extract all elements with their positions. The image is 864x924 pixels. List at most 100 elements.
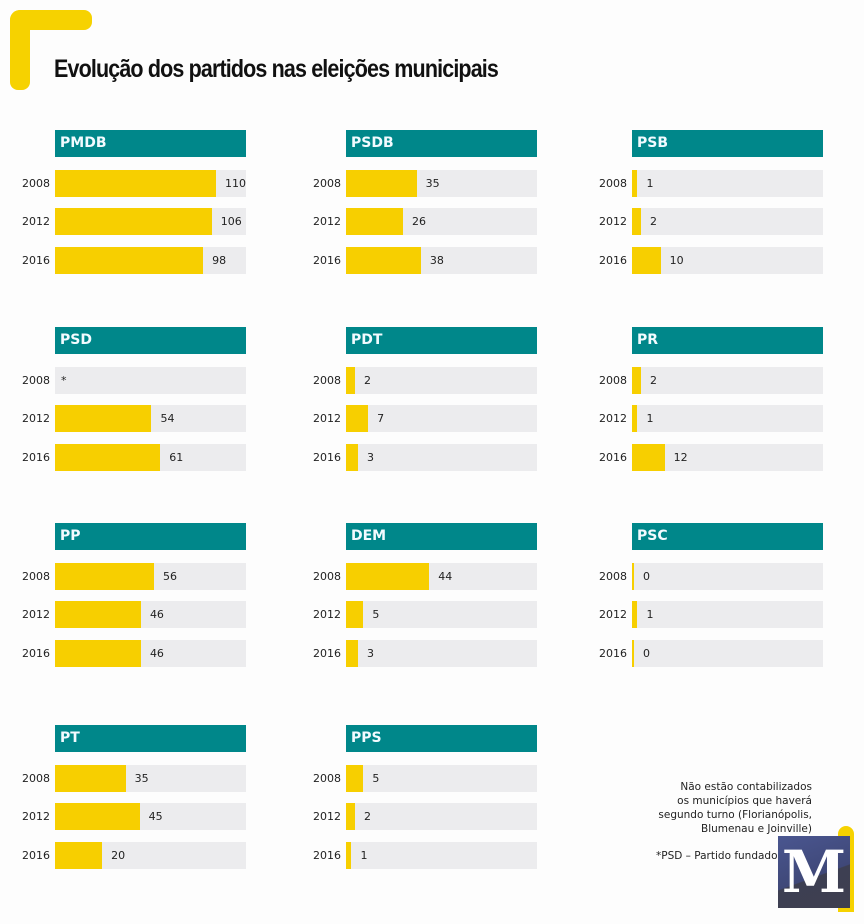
bar-row: 2016 0 [599,640,823,667]
bar-row: 2016 3 [313,444,537,471]
note-line: os municípios que haverá [677,795,812,807]
bar-track: 54 [55,405,246,432]
bar-row: 2012 2 [599,208,823,235]
bar-track: 2 [632,367,823,394]
bar [55,803,140,830]
year-label: 2008 [22,177,50,190]
year-label: 2008 [22,570,50,583]
value-label: 3 [367,451,375,464]
bar [632,444,665,471]
year-label: 2016 [22,849,50,862]
bar-track: 0 [632,563,823,590]
year-label: 2016 [22,451,50,464]
value-label: 12 [673,451,688,464]
bar-row: 2012 46 [22,601,246,628]
bar-row: 2008 35 [22,765,246,792]
value-label: 46 [149,647,164,660]
bar-row: 2008 5 [313,765,537,792]
publisher-logo: M [778,826,860,924]
bar-row: 2008 * [22,367,246,394]
bar [346,170,417,197]
bar-row: 2012 45 [22,803,246,830]
year-label: 2008 [313,177,341,190]
party-name: PSC [632,523,823,550]
bar-row: 2016 20 [22,842,246,869]
year-label: 2012 [599,608,627,621]
bar-track: 20 [55,842,246,869]
value-label: 1 [646,177,654,190]
bar-row: 2016 10 [599,247,823,274]
year-label: 2016 [22,647,50,660]
party-name: PSB [632,130,823,157]
bar-row: 2016 61 [22,444,246,471]
bar-row: 2016 1 [313,842,537,869]
bar-row: 2008 110 [22,170,246,197]
year-label: 2016 [313,849,341,862]
bar-track: 35 [55,765,246,792]
bar [55,444,161,471]
bar-row: 2016 12 [599,444,823,471]
year-label: 2012 [599,412,627,425]
party-name: PP [55,523,246,550]
year-label: 2016 [599,647,627,660]
party-panel-pmdb: PMDB 2008 110 2012 106 2016 98 [22,130,290,280]
bar [346,601,364,628]
year-label: 2012 [22,215,50,228]
bar-row: 2012 2 [313,803,537,830]
year-label: 2012 [22,412,50,425]
bar-row: 2008 2 [313,367,537,394]
bar-track: 61 [55,444,246,471]
value-label: 10 [669,254,684,267]
bar-track: 2 [632,208,823,235]
bar [346,247,421,274]
party-panel-psd: PSD 2008 * 2012 54 2016 61 [22,327,290,477]
bar-track: 1 [632,601,823,628]
bar-row: 2012 1 [599,405,823,432]
year-label: 2016 [599,254,627,267]
bar-row: 2008 56 [22,563,246,590]
corner-decoration [10,10,92,30]
bar [632,601,638,628]
year-label: 2008 [22,374,50,387]
bar [346,444,359,471]
bar-row: 2012 7 [313,405,537,432]
party-name: PSDB [346,130,537,157]
bar-row: 2008 0 [599,563,823,590]
party-panel-pt: PT 2008 35 2012 45 2016 20 [22,725,290,875]
year-label: 2008 [599,570,627,583]
value-label: 2 [363,810,371,823]
bar [55,208,212,235]
value-label: 44 [438,570,453,583]
bar-row: 2012 54 [22,405,246,432]
year-label: 2012 [599,215,627,228]
party-name: PMDB [55,130,246,157]
bar-track: 5 [346,601,537,628]
party-name: PR [632,327,823,354]
value-label: 20 [111,849,126,862]
bar [55,247,204,274]
year-label: 2016 [313,451,341,464]
bar-track: 46 [55,640,246,667]
bar [55,405,152,432]
bar-track: 26 [346,208,537,235]
bar-row: 2012 26 [313,208,537,235]
bar [632,170,638,197]
bar [346,803,355,830]
value-label: 98 [212,254,227,267]
bar [346,367,355,394]
year-label: 2012 [313,810,341,823]
bar [55,765,126,792]
bar [346,765,364,792]
year-label: 2012 [22,810,50,823]
bar-track: 106 [55,208,246,235]
note-text: Não estão contabilizados os municípios q… [658,780,812,836]
year-label: 2016 [22,254,50,267]
value-label: 56 [163,570,178,583]
bar [632,247,661,274]
bar-track: 12 [632,444,823,471]
note-line: Não estão contabilizados [680,781,812,793]
bar-track: 10 [632,247,823,274]
bar-track: 2 [346,367,537,394]
value-label: 54 [160,412,175,425]
year-label: 2012 [22,608,50,621]
